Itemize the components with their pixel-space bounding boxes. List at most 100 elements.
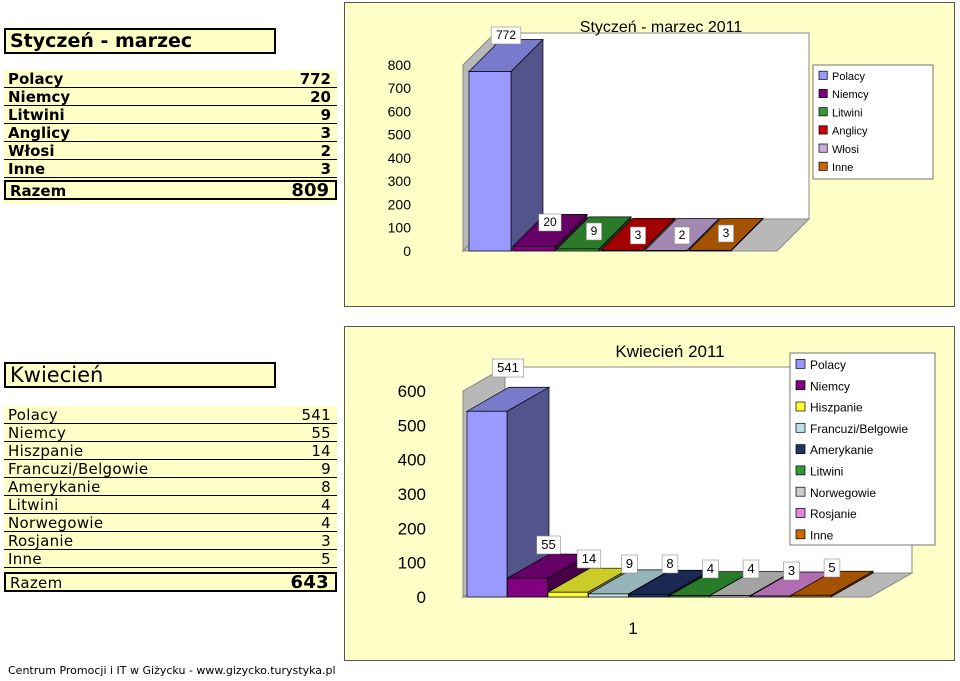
data-label-box xyxy=(661,554,679,574)
row-label: Niemcy xyxy=(8,88,71,106)
total-value: 643 xyxy=(290,572,329,593)
row-label: Niemcy xyxy=(8,424,67,442)
legend-swatch xyxy=(818,89,828,99)
total-label: Razem xyxy=(10,574,63,592)
table-row: Włosi 2 xyxy=(4,142,337,160)
footer-text: Centrum Promocji i IT w Giżycku - www.gi… xyxy=(8,664,336,677)
legend-entry: Litwini xyxy=(810,465,843,479)
row-label: Litwini xyxy=(8,106,65,124)
bar xyxy=(709,595,751,598)
legend-swatch xyxy=(795,508,806,518)
legend-swatch xyxy=(795,401,806,412)
data-label-box xyxy=(718,224,734,243)
table-row: Inne 3 xyxy=(4,160,337,178)
section2-table: Polacy 541 Niemcy 55 Hiszpanie 14 Francuzi/Bel… xyxy=(4,406,337,592)
row-value: 4 xyxy=(321,496,331,514)
y-tick-label: 400 xyxy=(398,451,426,470)
section1-title: Styczeń - marzec xyxy=(4,28,276,54)
data-label-box xyxy=(576,549,602,569)
table-row: Rosjanie 3 xyxy=(4,532,337,550)
chart-title: Styczeń - marzec 2011 xyxy=(580,19,743,36)
legend-entry: Amerykanie xyxy=(810,443,874,457)
data-label: 20 xyxy=(543,215,557,229)
y-tick-label: 700 xyxy=(388,80,412,96)
row-value: 14 xyxy=(311,442,331,460)
table-row: Hiszpanie 14 xyxy=(4,442,337,460)
legend-swatch xyxy=(795,380,806,391)
legend-entry: Inne xyxy=(832,162,853,174)
data-label-box xyxy=(823,558,841,578)
data-label-box xyxy=(783,561,800,581)
row-value: 3 xyxy=(321,532,331,550)
row-label: Norwegowie xyxy=(8,514,104,532)
row-value: 3 xyxy=(320,160,331,178)
y-tick-label: 600 xyxy=(398,382,426,401)
total-label: Razem xyxy=(10,182,67,200)
bar xyxy=(790,594,832,598)
total-value: 809 xyxy=(291,180,329,201)
y-tick-label: 300 xyxy=(388,173,412,189)
legend-swatch xyxy=(795,465,806,476)
bar xyxy=(688,249,732,252)
legend-swatch xyxy=(818,143,828,153)
total-row: Razem 809 xyxy=(4,180,337,200)
table-row: Norwegowie 4 xyxy=(4,514,337,532)
x-tick-label: 1 xyxy=(628,619,637,638)
legend-swatch xyxy=(795,529,806,540)
table-row: Inne 5 xyxy=(4,550,337,568)
y-tick-label: 500 xyxy=(388,127,412,143)
section2-title: Kwiecień xyxy=(4,362,276,388)
data-label: 3 xyxy=(635,228,642,242)
row-value: 55 xyxy=(311,424,331,442)
row-value: 8 xyxy=(321,478,331,496)
data-label-box xyxy=(586,222,602,241)
y-tick-label: 300 xyxy=(398,485,426,504)
legend-entry: Polacy xyxy=(810,358,846,372)
legend-swatch xyxy=(795,359,806,369)
legend-swatch xyxy=(818,107,828,117)
data-label-box xyxy=(702,559,719,579)
table-row: Polacy 541 xyxy=(4,406,337,424)
row-value: 3 xyxy=(320,124,331,142)
row-label: Włosi xyxy=(8,142,55,160)
bar xyxy=(556,248,600,252)
bar xyxy=(669,595,710,598)
row-label: Amerykanie xyxy=(8,478,101,496)
data-label: 14 xyxy=(582,551,596,566)
table-row: Litwini 9 xyxy=(4,106,337,124)
row-label: Francuzi/Belgowie xyxy=(8,460,149,478)
data-label-box xyxy=(621,554,638,574)
y-tick-label: 600 xyxy=(388,103,412,119)
row-label: Polacy xyxy=(8,70,64,88)
legend-entry: Niemcy xyxy=(832,89,869,101)
y-tick-label: 100 xyxy=(398,554,426,573)
table-row: Niemcy 55 xyxy=(4,424,337,442)
data-label-box xyxy=(536,535,561,555)
legend-entry: Włosi xyxy=(832,144,859,156)
data-label: 4 xyxy=(707,561,714,576)
legend-entry: Litwini xyxy=(832,107,863,119)
total-row: Razem 643 xyxy=(4,572,337,592)
y-tick-label: 0 xyxy=(417,588,426,607)
data-label-box xyxy=(538,213,562,232)
bar-side xyxy=(510,38,544,252)
legend-entry: Norwegowie xyxy=(810,486,876,500)
data-label-box xyxy=(674,226,690,245)
chart-1: 0 100 200 300 400 500 600 700 800 772 20 9 3 2 3 Stycze… xyxy=(388,19,934,259)
legend-entry: Polacy xyxy=(832,71,866,83)
chart-2-area: 0 100 200 300 400 500 600 541 55 14 9 8 4 4 3 5 Kwiecień… xyxy=(344,326,955,661)
chart-2: 0 100 200 300 400 500 600 541 55 14 9 8 4 4 3 5 Kwiecień… xyxy=(398,342,936,638)
bar xyxy=(588,593,629,598)
y-tick-label: 0 xyxy=(403,243,411,259)
row-value: 20 xyxy=(310,88,331,106)
y-tick-label: 500 xyxy=(398,416,426,435)
legend-swatch xyxy=(818,70,828,80)
legend-swatch xyxy=(795,486,806,497)
row-value: 772 xyxy=(299,70,331,88)
y-tick-label: 400 xyxy=(388,150,412,166)
table-row: Polacy 772 xyxy=(4,70,337,88)
legend-entry: Francuzi/Belgowie xyxy=(810,422,908,436)
row-value: 541 xyxy=(301,406,331,424)
legend-box xyxy=(789,352,936,546)
bar xyxy=(600,249,644,252)
